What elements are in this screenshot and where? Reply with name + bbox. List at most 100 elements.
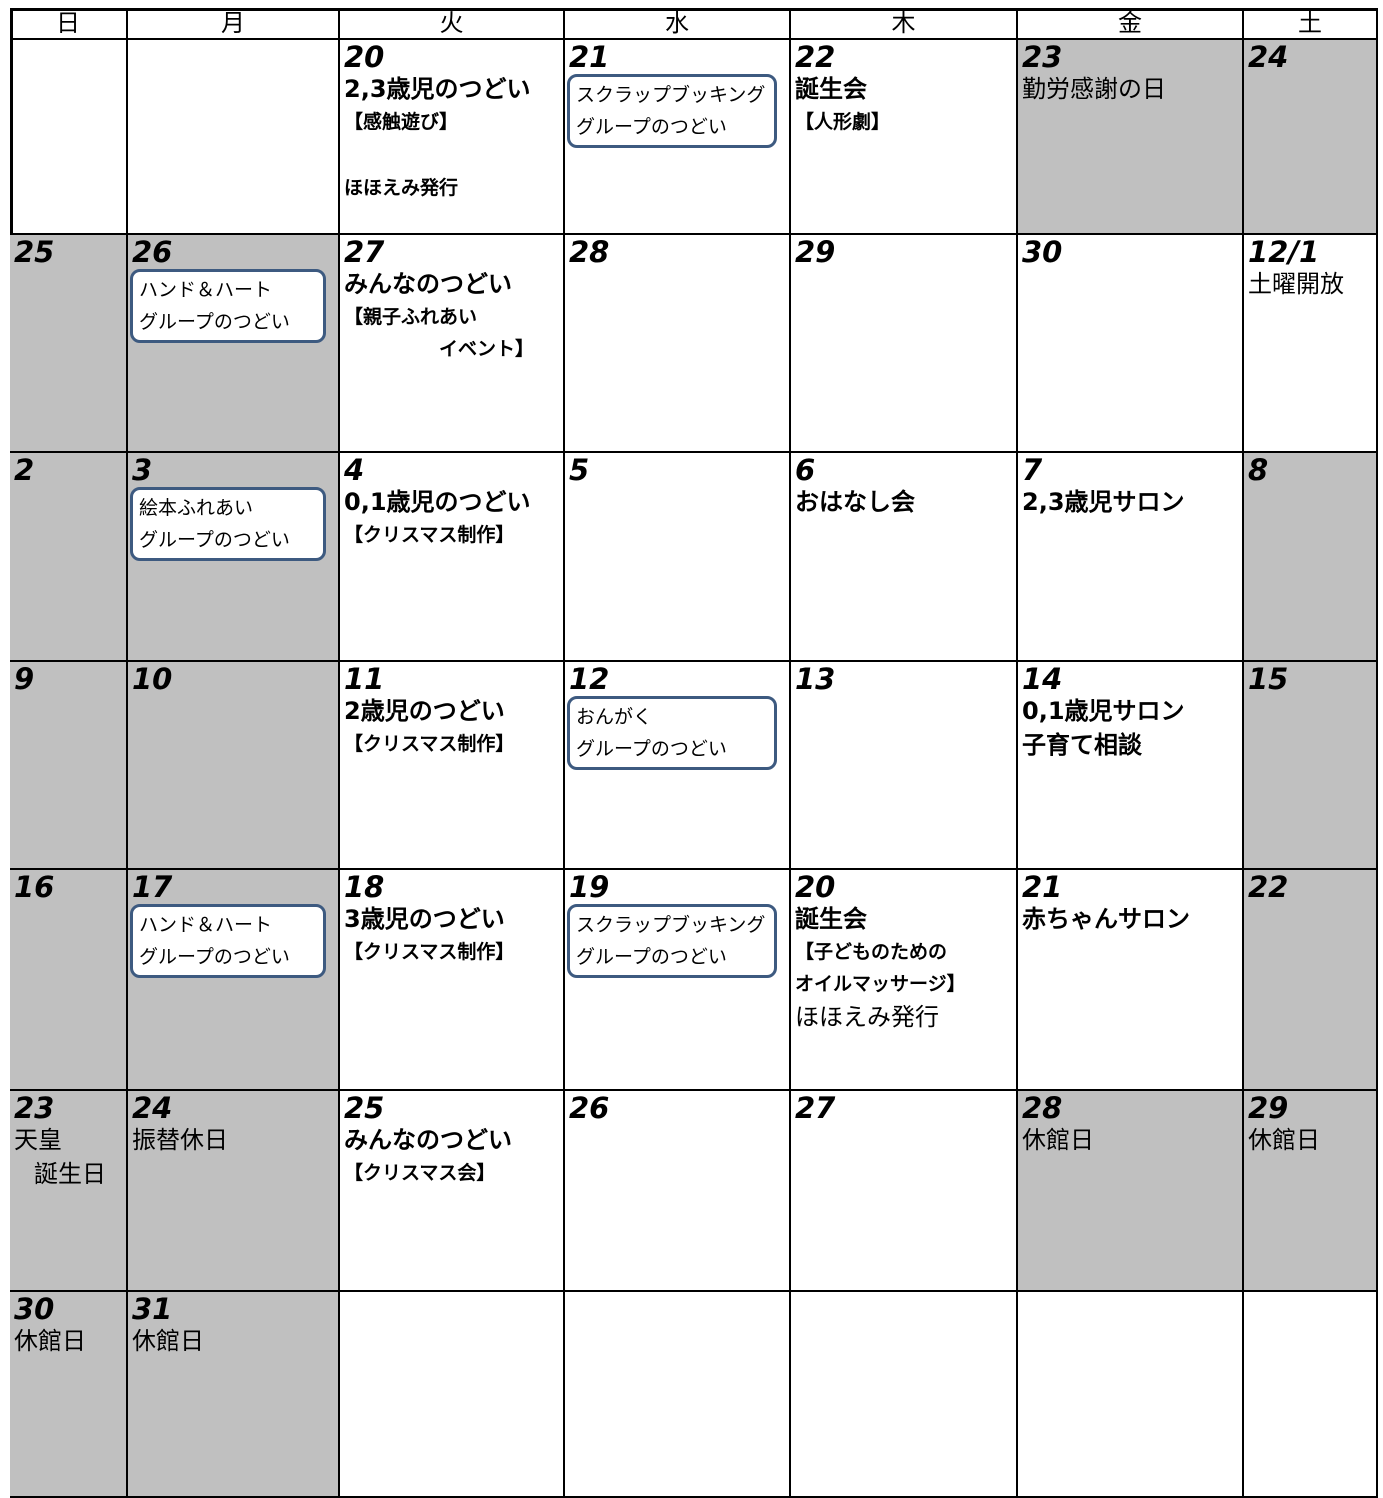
event: 2,3歳児のつどい: [344, 75, 531, 103]
event: 0,1歳児サロン: [1022, 697, 1185, 725]
group-text: グループのつどい: [576, 116, 727, 138]
event: 0,1歳児のつどい: [344, 488, 531, 516]
date: 21: [569, 40, 610, 74]
group-box: 絵本ふれあいグループのつどい: [130, 487, 326, 561]
event: 【クリスマス会】: [344, 1162, 496, 1184]
day-cell: 29 休館日: [1244, 1091, 1378, 1292]
day-cell: 3 絵本ふれあい グループのつどい: [128, 453, 340, 662]
group-text: グループのつどい: [576, 738, 727, 760]
date: 23: [1022, 40, 1063, 74]
day-cell: 7 2,3歳児サロン: [1018, 453, 1244, 662]
date: 16: [14, 870, 55, 904]
day-cell: 5: [565, 453, 791, 662]
day-cell: 30: [1018, 235, 1244, 453]
date: 30: [14, 1292, 55, 1326]
day-cell: 17 ハンド＆ハート グループのつどい: [128, 870, 340, 1091]
date: 27: [795, 1091, 836, 1125]
event: イベント】: [439, 338, 535, 360]
day-cell: 21 スクラップブッキング グループのつどい: [565, 40, 791, 235]
date: 25: [14, 235, 55, 269]
day-cell: [128, 40, 340, 235]
date: 15: [1248, 662, 1289, 696]
day-cell: 12 おんがく グループのつどい: [565, 662, 791, 870]
day-cell: 20 誕生会 【子どものための オイルマッサージ】 ほほえみ発行: [791, 870, 1018, 1091]
date: 27: [344, 235, 385, 269]
date: 17: [132, 870, 173, 904]
day-cell: 20 2,3歳児のつどい 【感触遊び】 ほほえみ発行: [340, 40, 565, 235]
event: ほほえみ発行: [344, 177, 459, 199]
event: オイルマッサージ】: [795, 973, 966, 995]
day-cell: 27: [791, 1091, 1018, 1292]
day-header: 木: [791, 8, 1018, 40]
event: みんなのつどい: [344, 270, 512, 298]
date: 10: [132, 662, 173, 696]
date: 19: [569, 870, 610, 904]
date: 12: [569, 662, 610, 696]
day-cell: 18 3歳児のつどい 【クリスマス制作】: [340, 870, 565, 1091]
group-box: スクラップブッキング グループのつどい: [567, 74, 777, 148]
date: 31: [132, 1292, 173, 1326]
date: 12/1: [1248, 235, 1320, 269]
group-box: ハンド＆ハート グループのつどい: [130, 269, 326, 343]
event: 休館日: [1022, 1126, 1094, 1154]
day-cell: 30 休館日: [10, 1292, 128, 1498]
event: 土曜開放: [1248, 270, 1344, 298]
day-cell: 31 休館日: [128, 1292, 340, 1498]
day-cell: [1018, 1292, 1244, 1498]
day-cell: 26 ハンド＆ハート グループのつどい: [128, 235, 340, 453]
group-box: スクラップブッキング グループのつどい: [567, 904, 777, 978]
date: 2: [14, 453, 35, 487]
event: 勤労感謝の日: [1022, 75, 1166, 103]
day-cell: 22 誕生会 【人形劇】: [791, 40, 1018, 235]
group-text: グループのつどい: [576, 946, 727, 968]
day-cell: 24: [1244, 40, 1378, 235]
group-text: グループのつどい: [139, 529, 290, 551]
day-cell: 21 赤ちゃんサロン: [1018, 870, 1244, 1091]
date: 20: [795, 870, 836, 904]
event: 2,3歳児サロン: [1022, 488, 1185, 516]
group-text: 絵本ふれあい: [139, 497, 254, 519]
event: 休館日: [14, 1327, 86, 1355]
day-cell: 27 みんなのつどい【親子ふれあいイベント】: [340, 235, 565, 453]
date: 7: [1022, 453, 1043, 487]
day-cell: 26: [565, 1091, 791, 1292]
event: ほほえみ発行: [795, 1003, 939, 1031]
day-header: 月: [128, 8, 340, 40]
group-text: スクラップブッキング: [576, 914, 766, 936]
day-cell: 22: [1244, 870, 1378, 1091]
day-cell: 4 0,1歳児のつどい 【クリスマス制作】: [340, 453, 565, 662]
event: 【人形劇】: [795, 111, 891, 133]
date: 8: [1248, 453, 1269, 487]
event: 【親子ふれあい: [344, 306, 478, 328]
day-cell: 10: [128, 662, 340, 870]
day-cell: 23 勤労感謝の日: [1018, 40, 1244, 235]
day-cell: 14 0,1歳児サロン 子育て相談: [1018, 662, 1244, 870]
event: おはなし会: [795, 488, 915, 516]
calendar: 日月火水木金土 20 2,3歳児のつどい 【感触遊び】 ほほえみ発行 21 スクラップブッキ…: [10, 8, 1378, 1498]
day-cell: 19 スクラップブッキング グループのつどい: [565, 870, 791, 1091]
event: 赤ちゃんサロン: [1022, 905, 1190, 933]
date: 4: [344, 453, 365, 487]
date: 20: [344, 40, 385, 74]
date: 18: [344, 870, 385, 904]
day-cell: 28 休館日: [1018, 1091, 1244, 1292]
day-cell: 6 おはなし会: [791, 453, 1018, 662]
event: 誕生会: [795, 905, 867, 933]
date: 3: [132, 453, 153, 487]
event: 休館日: [132, 1327, 204, 1355]
day-cell: [340, 1292, 565, 1498]
group-text: グループのつどい: [139, 946, 290, 968]
event: 天皇: [14, 1126, 62, 1154]
date: 26: [569, 1091, 610, 1125]
date: 6: [795, 453, 816, 487]
event: みんなのつどい: [344, 1126, 512, 1154]
date: 14: [1022, 662, 1063, 696]
day-cell: [10, 40, 128, 235]
date: 9: [14, 662, 35, 696]
group-text: ハンド＆ハート: [139, 279, 273, 301]
day-header: 日: [10, 8, 128, 40]
event: 振替休日: [132, 1126, 228, 1154]
event: 【クリスマス制作】: [344, 733, 515, 755]
date: 21: [1022, 870, 1063, 904]
date: 29: [795, 235, 836, 269]
